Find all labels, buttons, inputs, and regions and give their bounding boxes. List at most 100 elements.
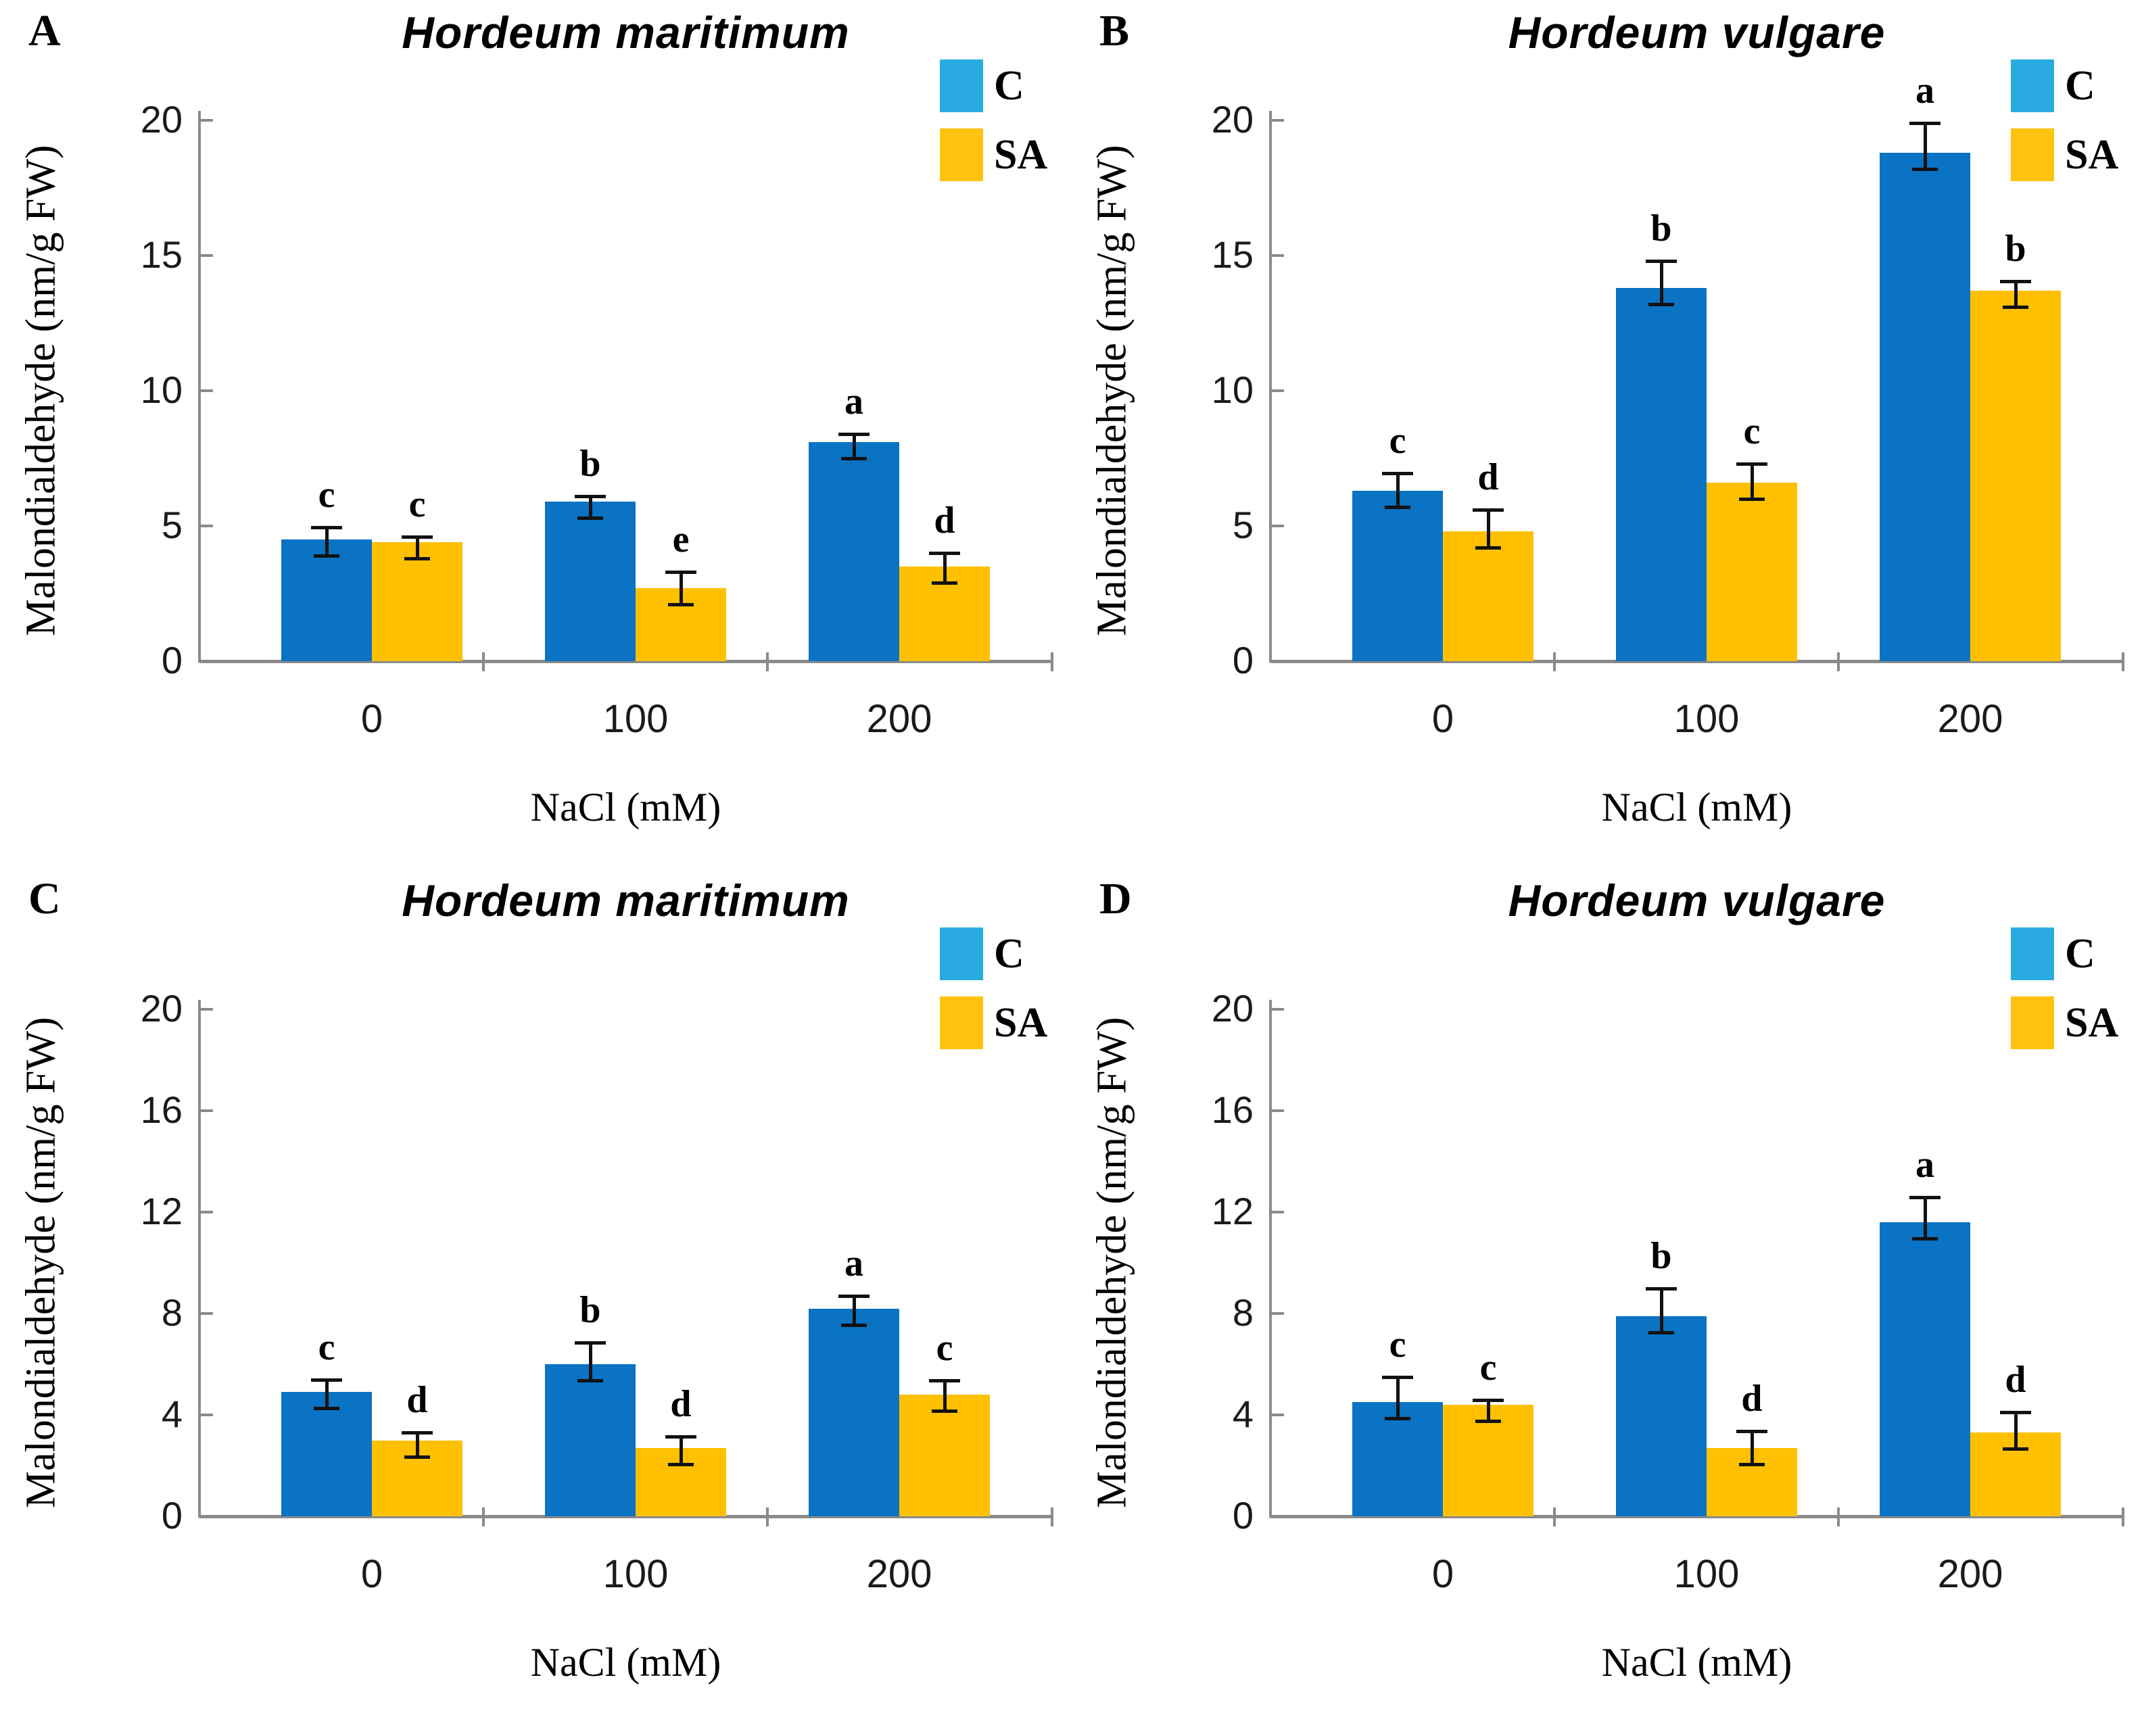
sig-letter: c: [318, 1326, 335, 1368]
error-bar: [943, 1380, 947, 1412]
sig-letter: d: [2005, 1359, 2026, 1401]
chart-title: Hordeum vulgare: [1508, 7, 1886, 57]
error-bar-cap-bottom: [1385, 1417, 1410, 1421]
sig-letter: c: [1389, 420, 1406, 462]
bar-B-200-SA: [1970, 291, 2061, 661]
error-bar-cap-bottom: [1385, 506, 1410, 509]
sig-letter: d: [670, 1382, 692, 1425]
legend-swatch-C: [2011, 59, 2054, 112]
error-bar: [1750, 464, 1754, 500]
error-bar-cap-top: [665, 1434, 696, 1439]
y-axis-line: [198, 111, 201, 662]
y-axis-line: [1269, 111, 1272, 662]
error-bar-cap-top: [665, 571, 696, 574]
y-tickmark: [1270, 389, 1284, 392]
y-tick-label: 5: [161, 504, 183, 546]
x-tickmark: [1553, 1508, 1556, 1526]
x-tick-label: 200: [1937, 697, 2003, 741]
y-tickmark: [199, 1414, 213, 1416]
bar-A-200-C: [809, 442, 899, 661]
sig-letter: c: [1743, 410, 1761, 452]
error-bar-cap-top: [1646, 260, 1677, 263]
error-bar-cap-bottom: [1648, 303, 1674, 306]
panel-letter-D: D: [1099, 874, 1132, 923]
legend-swatch-C: [2011, 927, 2054, 980]
sig-letter: c: [1479, 1346, 1497, 1389]
x-tickmark: [766, 652, 769, 671]
y-tick-label: 8: [1232, 1291, 1254, 1334]
sig-letter: c: [1389, 1323, 1406, 1366]
sig-letter: c: [936, 1327, 953, 1370]
bar-C-100-C: [545, 1364, 636, 1516]
error-bar: [1659, 1288, 1663, 1334]
error-bar: [2014, 1412, 2018, 1451]
x-tick-label: 100: [1673, 697, 1740, 741]
sig-letter: c: [318, 474, 335, 516]
x-tick-label: 0: [360, 1552, 383, 1596]
error-bar-cap-bottom: [1912, 168, 1938, 171]
sig-letter: e: [672, 519, 690, 560]
legend-item-SA: SA: [940, 128, 1047, 181]
panel-letter-A: A: [28, 6, 61, 55]
error-bar-cap-bottom: [1739, 498, 1765, 501]
legend-label-C: C: [2065, 62, 2095, 109]
bar-D-100-C: [1616, 1316, 1707, 1516]
bar-B-100-C: [1616, 288, 1707, 661]
error-bar-cap-bottom: [1739, 1462, 1765, 1466]
error-bar-cap-top: [838, 1294, 870, 1298]
legend-item-C: C: [940, 927, 1047, 980]
error-bar: [325, 527, 329, 557]
error-bar-cap-top: [402, 1431, 433, 1435]
y-axis-title: Malondialdehyde (nm/g FW): [1089, 145, 1135, 637]
x-tickmark: [1837, 652, 1840, 671]
y-tickmark: [1270, 525, 1284, 527]
legend-label-SA: SA: [2065, 999, 2119, 1046]
y-tick-label: 10: [1211, 368, 1254, 411]
y-tickmark: [1270, 1109, 1284, 1112]
x-axis-line: [199, 1515, 1052, 1518]
error-bar-cap-top: [929, 1379, 960, 1383]
y-tickmark: [199, 1008, 213, 1011]
bar-B-200-C: [1880, 153, 1970, 661]
y-tick-label: 12: [1211, 1190, 1254, 1232]
bar-C-0-C: [281, 1392, 372, 1516]
sig-letter: c: [408, 483, 426, 525]
x-tickmark: [482, 1508, 485, 1526]
error-bar: [1750, 1431, 1754, 1466]
bar-A-0-C: [281, 539, 372, 661]
error-bar: [415, 1432, 419, 1458]
error-bar-cap-top: [402, 535, 433, 539]
error-bar: [588, 496, 592, 519]
legend-swatch-SA: [2011, 128, 2054, 181]
x-tick-label: 100: [1673, 1552, 1740, 1596]
y-tickmark: [199, 1312, 213, 1315]
error-bar: [1396, 473, 1400, 508]
x-axis-line: [1270, 660, 2123, 663]
error-bar-cap-top: [1909, 1195, 1941, 1199]
error-bar: [852, 434, 856, 460]
chart-title: Hordeum maritimum: [402, 7, 850, 57]
error-bar: [2014, 281, 2018, 308]
error-bar-cap-top: [1382, 472, 1413, 475]
legend: C SA: [2011, 927, 2118, 1049]
y-tickmark: [1270, 1414, 1284, 1416]
x-tick-label: 100: [602, 1552, 669, 1596]
legend-label-SA: SA: [994, 999, 1048, 1046]
y-tick-label: 16: [140, 1088, 183, 1131]
x-axis-title: NaCl (mM): [530, 785, 721, 829]
bar-D-0-SA: [1443, 1405, 1533, 1516]
legend-swatch-SA: [940, 128, 983, 181]
sig-letter: b: [2005, 228, 2026, 270]
y-tickmark: [199, 389, 213, 392]
x-tickmark: [482, 652, 485, 671]
legend-item-C: C: [2011, 927, 2118, 980]
legend-item-C: C: [940, 59, 1047, 112]
error-bar-cap-top: [838, 433, 870, 436]
legend-item-C: C: [2011, 59, 2118, 112]
error-bar: [1659, 261, 1663, 306]
panel-B: B Hordeum vulgare 0 5 10 15 20 Malondialdehyde …: [1071, 0, 2142, 868]
legend-label-SA: SA: [994, 131, 1048, 178]
error-bar-cap-top: [1736, 462, 1767, 466]
error-bar-cap-bottom: [668, 1462, 694, 1466]
x-tick-label: 200: [1937, 1552, 2003, 1596]
